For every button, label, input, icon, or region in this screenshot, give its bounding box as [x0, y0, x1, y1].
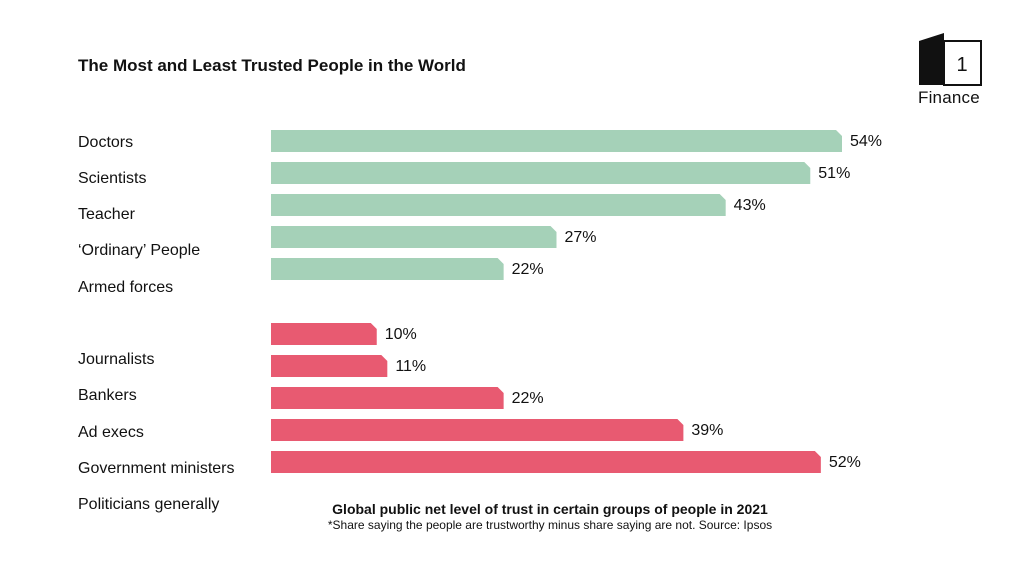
data-label-bankers: 11%	[395, 358, 426, 375]
bar-scientists	[271, 162, 811, 184]
caption-title: Global public net level of trust in cert…	[332, 501, 768, 517]
data-label-government-ministers: 39%	[691, 422, 723, 439]
caption-note: *Share saying the people are trustworthy…	[327, 518, 773, 532]
data-label-politicians-generally: 52%	[829, 454, 861, 471]
category-label-bankers: Bankers	[78, 387, 137, 404]
bar-armed-forces	[271, 258, 504, 280]
bar-bankers	[271, 355, 388, 377]
data-label-doctors: 54%	[850, 133, 882, 150]
category-label-ad-execs: Ad execs	[78, 424, 144, 441]
category-label-politicians-generally: Politicians generally	[78, 496, 220, 513]
category-label-scientists: Scientists	[78, 170, 147, 187]
bar-politicians-generally	[271, 451, 821, 473]
logo-text: Finance	[918, 88, 980, 107]
data-label-armed-forces: 22%	[512, 261, 544, 278]
bar-government-ministers	[271, 419, 684, 441]
data-label-ordinary-people: 27%	[565, 229, 597, 246]
logo-mark: 1	[956, 54, 967, 76]
category-label-teacher: Teacher	[78, 206, 135, 223]
data-label-scientists: 51%	[818, 165, 850, 182]
category-label-ordinary-people: ‘Ordinary’ People	[78, 242, 201, 259]
category-label-doctors: Doctors	[78, 134, 134, 151]
category-label-government-ministers: Government ministers	[78, 460, 235, 477]
bar-journalists	[271, 323, 377, 345]
bar-doctors	[271, 130, 842, 152]
bar-ordinary-people	[271, 226, 557, 248]
data-label-teacher: 43%	[734, 197, 766, 214]
bar-ad-execs	[271, 387, 504, 409]
category-label-journalists: Journalists	[78, 351, 155, 368]
data-label-ad-execs: 22%	[512, 390, 544, 407]
data-label-journalists: 10%	[385, 326, 417, 343]
chart-caption: Global public net level of trust in cert…	[280, 501, 820, 532]
finance-logo-icon: 1	[919, 33, 982, 86]
category-label-armed-forces: Armed forces	[78, 279, 174, 296]
chart-title: The Most and Least Trusted People in the…	[78, 56, 466, 75]
bar-teacher	[271, 194, 726, 216]
